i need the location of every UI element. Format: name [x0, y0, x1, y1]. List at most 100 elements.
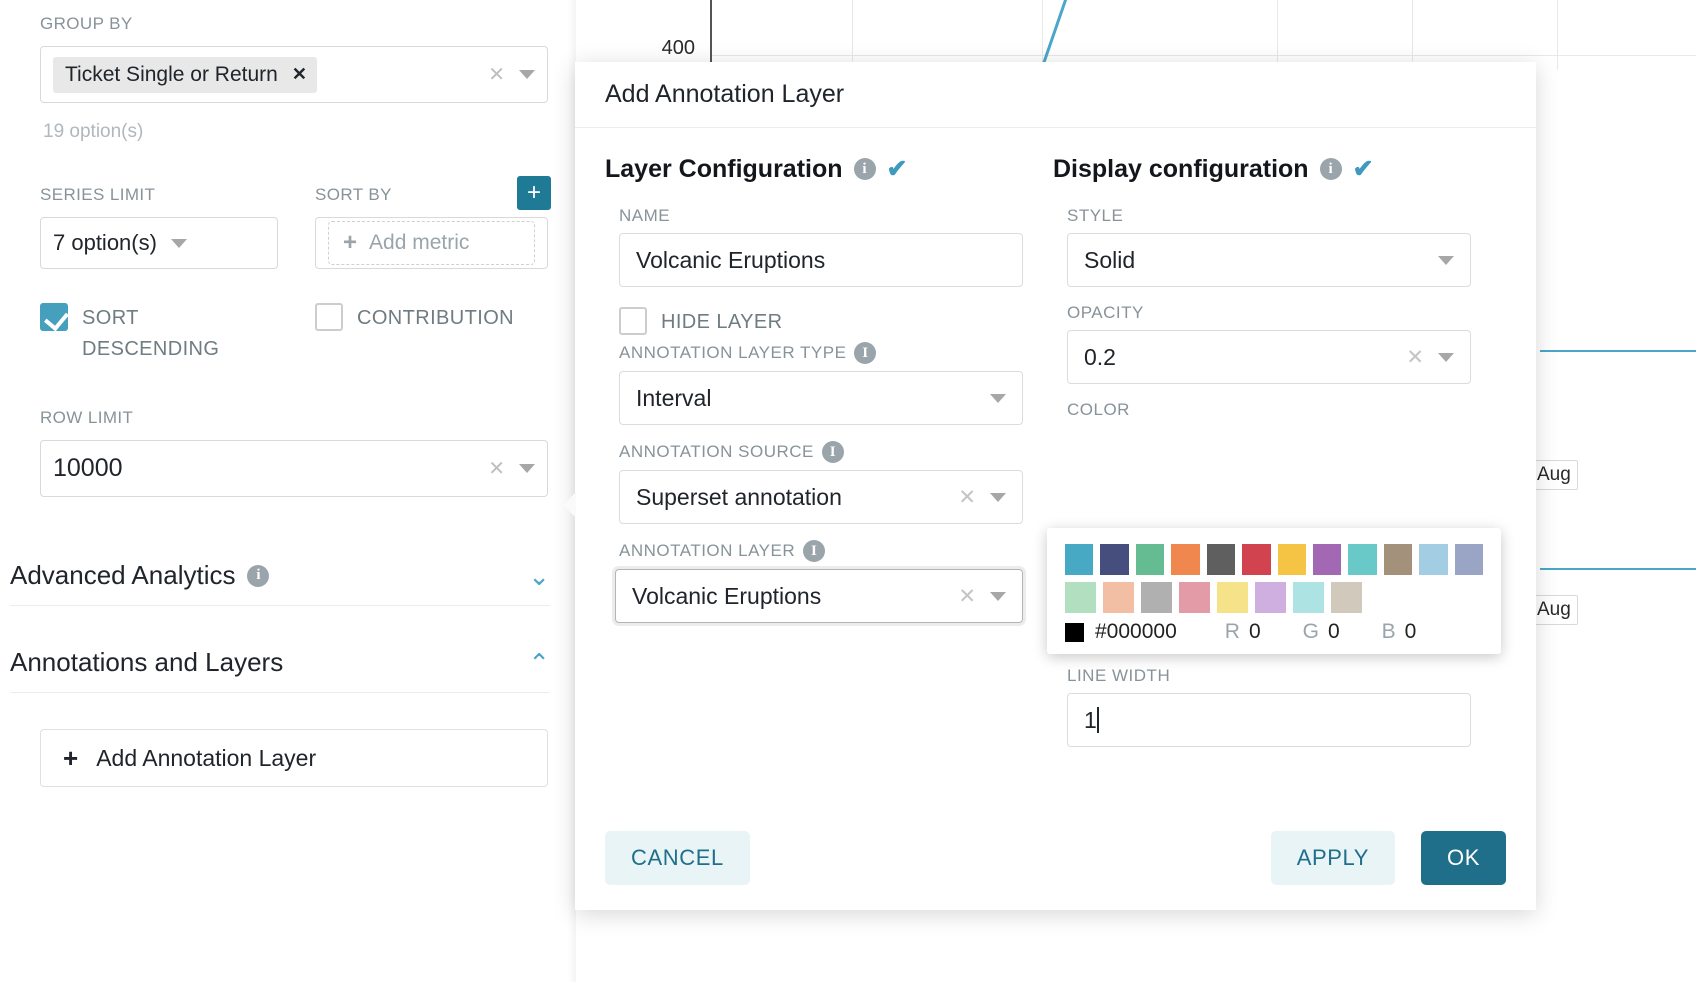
color-swatch[interactable] — [1217, 582, 1248, 613]
color-swatch[interactable] — [1312, 544, 1342, 575]
color-swatch[interactable] — [1419, 544, 1448, 575]
chevron-down-icon[interactable] — [990, 393, 1006, 403]
color-swatch[interactable] — [1454, 544, 1484, 575]
color-swatch[interactable] — [1331, 582, 1362, 613]
color-swatch[interactable] — [1293, 582, 1324, 613]
hide-layer-label: HIDE LAYER — [661, 311, 783, 333]
name-label: NAME — [619, 206, 671, 225]
group-by-tag[interactable]: Ticket Single or Return ✕ — [53, 56, 317, 93]
chevron-down-icon[interactable] — [1438, 255, 1454, 265]
color-picker-popup[interactable]: #000000 R 0 G 0 B 0 — [1047, 528, 1501, 654]
info-icon[interactable]: i — [803, 540, 826, 562]
display-configuration-title: Display configuration — [1053, 154, 1309, 183]
color-swatch[interactable] — [1179, 582, 1210, 613]
color-swatch[interactable] — [1065, 582, 1096, 613]
layer-configuration-heading: Layer Configuration i ✔ — [605, 154, 1023, 184]
chart-series-line — [1540, 568, 1696, 570]
clear-icon[interactable]: ✕ — [488, 64, 505, 86]
apply-button[interactable]: APPLY — [1270, 831, 1395, 885]
close-icon[interactable]: ✕ — [291, 64, 307, 84]
line-width-label: LINE WIDTH — [1067, 666, 1171, 685]
annotation-source-value: Superset annotation — [636, 483, 842, 510]
info-icon[interactable]: i — [821, 441, 844, 463]
color-swatch[interactable] — [1383, 544, 1413, 575]
row-limit-select[interactable]: 10000 ✕ — [40, 440, 548, 497]
color-swatch[interactable] — [1255, 582, 1286, 613]
color-swatch[interactable] — [1103, 582, 1134, 613]
ok-button[interactable]: OK — [1421, 831, 1506, 885]
color-swatch-row-2[interactable] — [1065, 582, 1483, 613]
sort-descending-label: SORT DESCENDING — [82, 307, 220, 360]
modal-drag-handle[interactable] — [563, 492, 576, 518]
info-icon[interactable]: i — [854, 342, 877, 364]
chevron-down-icon[interactable] — [990, 591, 1006, 601]
chevron-down-icon[interactable] — [990, 492, 1006, 502]
group-by-select[interactable]: Ticket Single or Return ✕ ✕ — [40, 46, 548, 103]
plus-icon: + — [63, 742, 79, 773]
color-swatch[interactable] — [1206, 544, 1236, 575]
control-panel: GROUP BY Ticket Single or Return ✕ ✕ 19 … — [0, 0, 575, 982]
name-input-value: Volcanic Eruptions — [636, 246, 826, 273]
series-limit-value: 7 option(s) — [53, 230, 157, 255]
layer-configuration-title: Layer Configuration — [605, 154, 843, 183]
name-input[interactable]: Volcanic Eruptions — [619, 233, 1023, 287]
color-swatch[interactable] — [1135, 544, 1165, 575]
checkbox-unchecked-icon[interactable] — [315, 303, 343, 331]
color-swatch[interactable] — [1171, 544, 1200, 575]
color-swatch[interactable] — [1065, 544, 1094, 575]
chevron-down-icon[interactable] — [519, 70, 535, 79]
chevron-down-icon[interactable]: ⌄ — [528, 560, 550, 591]
add-annotation-layer-modal: Add Annotation Layer Layer Configuration… — [563, 62, 1536, 910]
hide-layer-checkbox-row[interactable]: HIDE LAYER — [619, 307, 1023, 338]
annotation-layer-type-select[interactable]: Interval — [619, 371, 1023, 425]
line-width-input[interactable]: 1 — [1067, 693, 1471, 747]
group-by-label: GROUP BY — [40, 14, 133, 33]
info-icon[interactable]: i — [1319, 158, 1342, 180]
plus-icon: + — [526, 179, 541, 206]
current-color-chip — [1065, 622, 1084, 642]
color-label: COLOR — [1067, 400, 1130, 419]
section-annotations-and-layers[interactable]: Annotations and Layers ⌃ — [10, 647, 550, 693]
clear-icon[interactable]: ✕ — [1406, 345, 1424, 369]
clear-icon[interactable]: ✕ — [958, 485, 976, 509]
annotation-layer-select[interactable]: Volcanic Eruptions ✕ — [615, 569, 1023, 623]
modal-footer: CANCEL APPLY OK — [575, 806, 1536, 910]
cancel-button[interactable]: CANCEL — [605, 831, 750, 885]
chevron-down-icon[interactable] — [1438, 352, 1454, 362]
contribution-checkbox-row[interactable]: CONTRIBUTION — [315, 303, 555, 334]
style-label: STYLE — [1067, 206, 1124, 225]
color-swatch-row-1[interactable] — [1065, 544, 1484, 575]
clear-icon[interactable]: ✕ — [958, 584, 976, 608]
color-swatch[interactable] — [1141, 582, 1172, 613]
chart-plot-area — [710, 0, 1696, 70]
color-swatch[interactable] — [1242, 544, 1271, 575]
add-metric-dropzone[interactable]: + Add metric — [328, 221, 535, 265]
line-width-value: 1 — [1084, 706, 1097, 733]
clear-icon[interactable]: ✕ — [488, 458, 505, 480]
info-icon[interactable]: i — [247, 564, 270, 587]
chevron-down-icon[interactable] — [170, 238, 187, 248]
annotation-layer-type-label-row: ANNOTATION LAYER TYPE i — [619, 342, 1023, 364]
annotation-source-select[interactable]: Superset annotation ✕ — [619, 470, 1023, 524]
chevron-down-icon[interactable] — [519, 464, 535, 473]
checkbox-checked-icon[interactable] — [40, 303, 68, 331]
add-sort-metric-button[interactable]: + — [517, 176, 551, 210]
color-swatch[interactable] — [1348, 544, 1377, 575]
style-select[interactable]: Solid — [1067, 233, 1471, 287]
checkbox-unchecked-icon[interactable] — [619, 307, 647, 335]
check-icon: ✔ — [1352, 155, 1374, 183]
sort-by-metric-box[interactable]: + Add metric — [315, 217, 548, 269]
display-configuration-heading: Display configuration i ✔ — [1053, 154, 1471, 184]
group-by-options-hint: 19 option(s) — [43, 121, 144, 142]
color-swatch[interactable] — [1100, 544, 1129, 575]
check-icon: ✔ — [886, 155, 908, 183]
color-swatch[interactable] — [1277, 544, 1306, 575]
sort-descending-checkbox-row[interactable]: SORT DESCENDING — [40, 303, 270, 365]
info-icon[interactable]: i — [853, 158, 876, 180]
series-limit-select[interactable]: 7 option(s) — [40, 217, 278, 269]
opacity-select[interactable]: 0.2 ✕ — [1067, 330, 1471, 384]
chevron-up-icon[interactable]: ⌃ — [528, 647, 550, 678]
section-advanced-analytics[interactable]: Advanced Analytics i ⌄ — [10, 560, 550, 606]
add-annotation-layer-button[interactable]: + Add Annotation Layer — [40, 729, 548, 787]
annotation-source-label-row: ANNOTATION SOURCE i — [619, 441, 1023, 463]
